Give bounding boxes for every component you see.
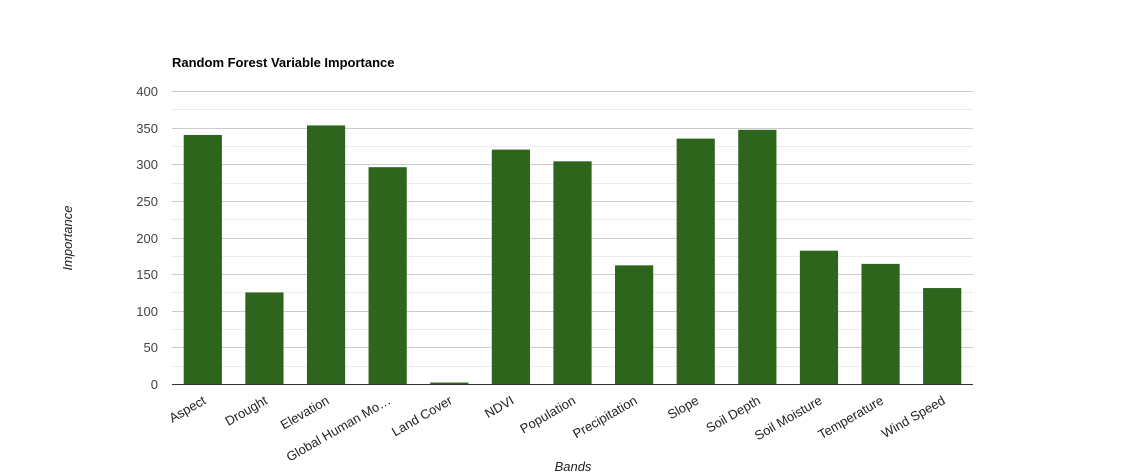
x-tick-label: Wind Speed <box>879 393 948 441</box>
bar <box>799 250 839 384</box>
y-tick-label: 150 <box>136 267 158 282</box>
bar <box>676 138 715 384</box>
bar <box>368 167 407 384</box>
bar <box>491 149 530 384</box>
x-tick-label: Temperature <box>815 393 886 442</box>
x-tick-label: Land Cover <box>389 392 455 439</box>
y-tick-label: 350 <box>136 121 158 136</box>
bar <box>183 134 222 384</box>
x-tick-label: Elevation <box>278 393 332 433</box>
y-tick-label: 100 <box>136 304 158 319</box>
chart-title: Random Forest Variable Importance <box>172 55 395 70</box>
bar <box>738 129 777 384</box>
bar <box>553 161 592 384</box>
x-tick-label: Global Human Mo… <box>284 393 394 465</box>
bar <box>306 125 346 385</box>
y-tick-label: 200 <box>136 231 158 246</box>
bar <box>861 263 900 384</box>
x-tick-label: Precipitation <box>570 393 639 442</box>
x-tick-label: Population <box>517 393 578 437</box>
y-axis-title: Importance <box>60 205 75 270</box>
y-tick-label: 300 <box>136 157 158 172</box>
x-tick-label: Slope <box>665 393 701 423</box>
x-tick-label: Aspect <box>166 392 208 425</box>
x-tick-label: NDVI <box>482 393 516 422</box>
y-tick-label: 0 <box>151 377 158 392</box>
bars <box>183 125 962 385</box>
bar <box>615 265 654 384</box>
x-tick-label: Soil Moisture <box>752 393 825 444</box>
y-tick-label: 250 <box>136 194 158 209</box>
y-tick-label: 50 <box>144 340 158 355</box>
bar <box>430 382 469 384</box>
bar <box>923 288 962 384</box>
x-axis-title: Bands <box>555 459 592 474</box>
y-tick-label: 400 <box>136 84 158 99</box>
y-tick-labels: 0 50 100 150 200 250 300 350 400 <box>136 84 158 392</box>
bar <box>245 292 284 384</box>
x-tick-label: Drought <box>222 392 270 428</box>
